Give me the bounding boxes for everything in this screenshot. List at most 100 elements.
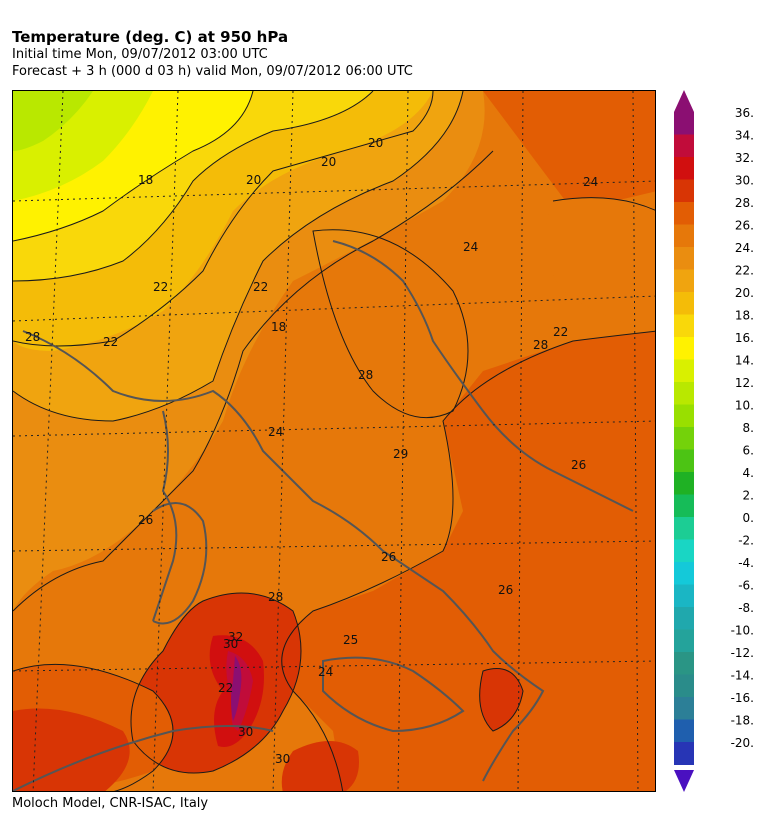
zone-28-30-ionian xyxy=(479,668,523,731)
zone-10-12 xyxy=(13,91,93,151)
legend-swatch xyxy=(674,112,694,135)
contour-label: 26 xyxy=(498,583,513,597)
contour-label: 24 xyxy=(583,175,598,189)
legend-swatch xyxy=(674,314,694,338)
legend-label: -20. xyxy=(731,736,754,750)
legend-swatch xyxy=(674,674,694,698)
contour-label: 26 xyxy=(138,513,153,527)
legend-swatch xyxy=(674,539,694,563)
legend-label: 10. xyxy=(735,399,754,413)
legend-swatch xyxy=(674,562,694,585)
legend-label: 14. xyxy=(735,354,754,368)
legend-swatch xyxy=(674,337,694,360)
contour-label: 24 xyxy=(463,240,478,254)
temperature-map: 22 20 18 20 20 24 24 22 18 22 22 28 28 2… xyxy=(12,90,656,792)
legend-swatch xyxy=(674,179,694,203)
contour-label: 28 xyxy=(358,368,373,382)
legend-swatches xyxy=(674,112,694,765)
legend-label: -12. xyxy=(731,646,754,660)
contour-label: 28 xyxy=(25,330,40,344)
zone-24-26-balkan xyxy=(545,197,655,331)
contour-label: 22 xyxy=(153,280,168,294)
legend-label: 0. xyxy=(743,511,754,525)
contour-label: 25 xyxy=(343,633,358,647)
contour-label: 24 xyxy=(268,425,283,439)
legend-swatch xyxy=(674,427,694,450)
map-header: Temperature (deg. C) at 950 hPa Initial … xyxy=(12,28,413,80)
legend-swatch xyxy=(674,157,694,180)
legend-swatch xyxy=(674,584,694,608)
legend-swatch xyxy=(674,449,694,473)
legend-arrow-up-icon xyxy=(674,90,694,112)
legend-label: -16. xyxy=(731,691,754,705)
legend-label: 32. xyxy=(735,151,754,165)
initial-time: Initial time Mon, 09/07/2012 03:00 UTC xyxy=(12,47,268,62)
legend-swatch xyxy=(674,247,694,270)
map-title: Temperature (deg. C) at 950 hPa xyxy=(12,28,289,46)
contour-label: 20 xyxy=(368,136,383,150)
legend-label: 2. xyxy=(743,489,754,503)
isotherm-contours xyxy=(13,91,655,791)
legend-swatch xyxy=(674,404,694,428)
zone-28-30-southwest xyxy=(13,708,130,791)
legend-swatch xyxy=(674,697,694,720)
legend-label: -10. xyxy=(731,624,754,638)
contour-label: 30 xyxy=(238,725,253,739)
legend-label: -6. xyxy=(738,579,754,593)
legend-swatch xyxy=(674,202,694,225)
zone-34-36 xyxy=(231,656,242,721)
legend-label: -14. xyxy=(731,669,754,683)
contour-label: 18 xyxy=(138,173,153,187)
contour-label-group: 22 20 18 20 20 24 24 22 18 22 22 28 28 2… xyxy=(25,136,598,766)
zone-28-30-south xyxy=(281,741,359,791)
legend-swatch xyxy=(674,517,694,540)
legend-label: 6. xyxy=(743,444,754,458)
legend-label: 12. xyxy=(735,376,754,390)
legend-swatch xyxy=(674,494,694,518)
legend-swatch xyxy=(674,652,694,675)
legend-swatch xyxy=(674,134,694,158)
legend-swatch xyxy=(674,224,694,248)
contour-label: 22 xyxy=(218,681,233,695)
zone-24-26-adriatic xyxy=(313,229,468,418)
contour-label: 20 xyxy=(321,155,336,169)
zone-26-28-east xyxy=(263,91,655,791)
map-canvas: 22 20 18 20 20 24 24 22 18 22 22 28 28 2… xyxy=(13,91,655,791)
contour-label: 28 xyxy=(533,338,548,352)
color-legend: 36. 34. 32. 30. 28. 26. 24. 22. 20. 18. 16. 14. 12. 1… xyxy=(674,90,754,792)
forecast-valid-time: Forecast + 3 h (000 d 03 h) valid Mon, 0… xyxy=(12,64,413,79)
legend-swatch xyxy=(674,472,694,495)
legend-label: 36. xyxy=(735,106,754,120)
contour-label: 28 xyxy=(268,590,283,604)
legend-label: 8. xyxy=(743,421,754,435)
legend-swatch xyxy=(674,292,694,315)
legend-labels: 36. 34. 32. 30. 28. 26. 24. 22. 20. 18. 16. 14. 12. 1… xyxy=(731,106,754,750)
legend-label: -2. xyxy=(738,534,754,548)
legend-label: 28. xyxy=(735,196,754,210)
legend-label: 24. xyxy=(735,241,754,255)
legend-swatch xyxy=(674,359,694,383)
legend-swatch xyxy=(674,629,694,653)
legend-swatch xyxy=(674,382,694,405)
contour-label: 22 xyxy=(103,335,118,349)
legend-arrow-down-icon xyxy=(674,770,694,792)
contour-label: 22 xyxy=(553,325,568,339)
contour-label: 26 xyxy=(571,458,586,472)
contour-label: 20 xyxy=(246,173,261,187)
legend-label: 34. xyxy=(735,129,754,143)
legend-label: 18. xyxy=(735,309,754,323)
legend-label: 16. xyxy=(735,331,754,345)
legend-swatch xyxy=(674,742,694,765)
contour-label: 29 xyxy=(393,447,408,461)
legend-label: -4. xyxy=(738,556,754,570)
contour-label: 32 xyxy=(228,630,243,644)
contour-label: 30 xyxy=(275,752,290,766)
legend-label: 22. xyxy=(735,264,754,278)
legend-label: 26. xyxy=(735,219,754,233)
contour-label: 18 xyxy=(271,320,286,334)
legend-label: 20. xyxy=(735,286,754,300)
contour-label: 26 xyxy=(381,550,396,564)
legend-label: -8. xyxy=(738,601,754,615)
legend-swatch xyxy=(674,719,694,743)
legend-label: 30. xyxy=(735,174,754,188)
